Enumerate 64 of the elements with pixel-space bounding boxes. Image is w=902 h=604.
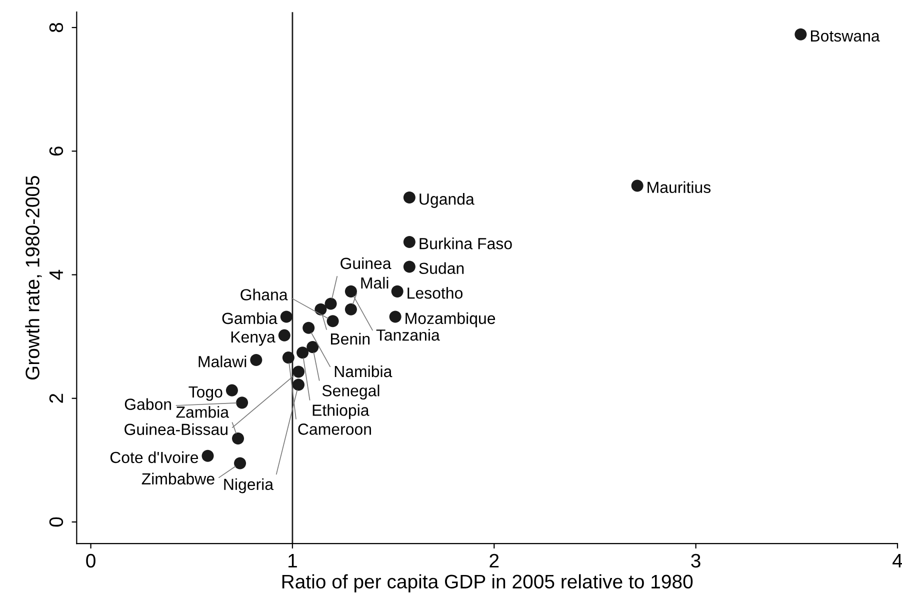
point: [236, 396, 248, 409]
annotation: Guinea: [340, 257, 392, 270]
x-tick-label: 3: [691, 554, 700, 568]
y-tick-label: 4: [50, 270, 63, 280]
point: [226, 384, 238, 396]
point: [296, 346, 309, 359]
annotation: Ghana: [240, 288, 288, 300]
point: [292, 366, 305, 378]
annotation: Togo: [188, 386, 222, 401]
annotation: Uganda: [420, 193, 474, 208]
point: [282, 352, 294, 364]
point: [389, 310, 402, 323]
annotation: Mauritius: [648, 181, 711, 194]
point: [314, 303, 327, 316]
annotation: Gambia: [222, 312, 278, 324]
point: [391, 285, 404, 298]
y-tick-label: 8: [49, 22, 64, 32]
x-tick-label: 2: [490, 554, 499, 568]
annotation: Namibia: [334, 365, 392, 378]
point: [202, 450, 214, 462]
point: [324, 298, 337, 310]
y-tick-label: 0: [49, 517, 64, 527]
point: [292, 378, 305, 391]
point: [302, 322, 315, 334]
annotation: Ethiopia: [312, 404, 370, 420]
annotation: Mali: [361, 276, 388, 289]
annotation: Cameroon: [298, 424, 371, 435]
annotation: Lesotho: [408, 286, 463, 299]
point: [280, 310, 292, 323]
annotation: Tanzania: [376, 328, 440, 341]
point: [631, 180, 644, 192]
annotation: Malawi: [198, 356, 246, 368]
annotation: Kenya: [231, 331, 276, 346]
annotation: Mozambique: [406, 312, 496, 328]
x-axis-title: Ratio of per capita GDP in 2005 relative to 1980: [282, 574, 693, 592]
annotation: Zambia: [176, 406, 230, 418]
x-tick-label: 0: [86, 554, 96, 568]
point: [403, 236, 416, 248]
x-tick-label: 4: [892, 554, 902, 568]
point: [403, 260, 416, 273]
point: [403, 191, 416, 204]
annotation: Cote d'Ivoire: [110, 451, 198, 464]
point: [250, 354, 262, 366]
y-axis-title: Growth rate, 1980-2005: [25, 176, 42, 380]
annotation: Guinea-Bissau: [124, 423, 228, 436]
y-tick-label: 6: [49, 146, 64, 156]
annotation: Benin: [331, 332, 370, 345]
annotation: Gabon: [124, 398, 172, 410]
annotation: Nigeria: [224, 478, 274, 494]
point: [326, 315, 339, 328]
annotation: Zimbabwe: [142, 472, 214, 485]
point: [234, 457, 246, 470]
point: [306, 341, 319, 354]
point: [344, 303, 357, 316]
point: [278, 329, 290, 342]
annotation: Botswana: [810, 30, 880, 42]
annotation: Sudan: [419, 262, 464, 274]
x-tick-label: 1: [288, 554, 297, 568]
annotation: Burkina Faso: [420, 238, 512, 250]
y-tick-label: 2: [49, 394, 63, 403]
annotation: Senegal: [322, 384, 380, 400]
point: [232, 432, 244, 445]
point: [344, 285, 357, 298]
point: [794, 28, 807, 40]
